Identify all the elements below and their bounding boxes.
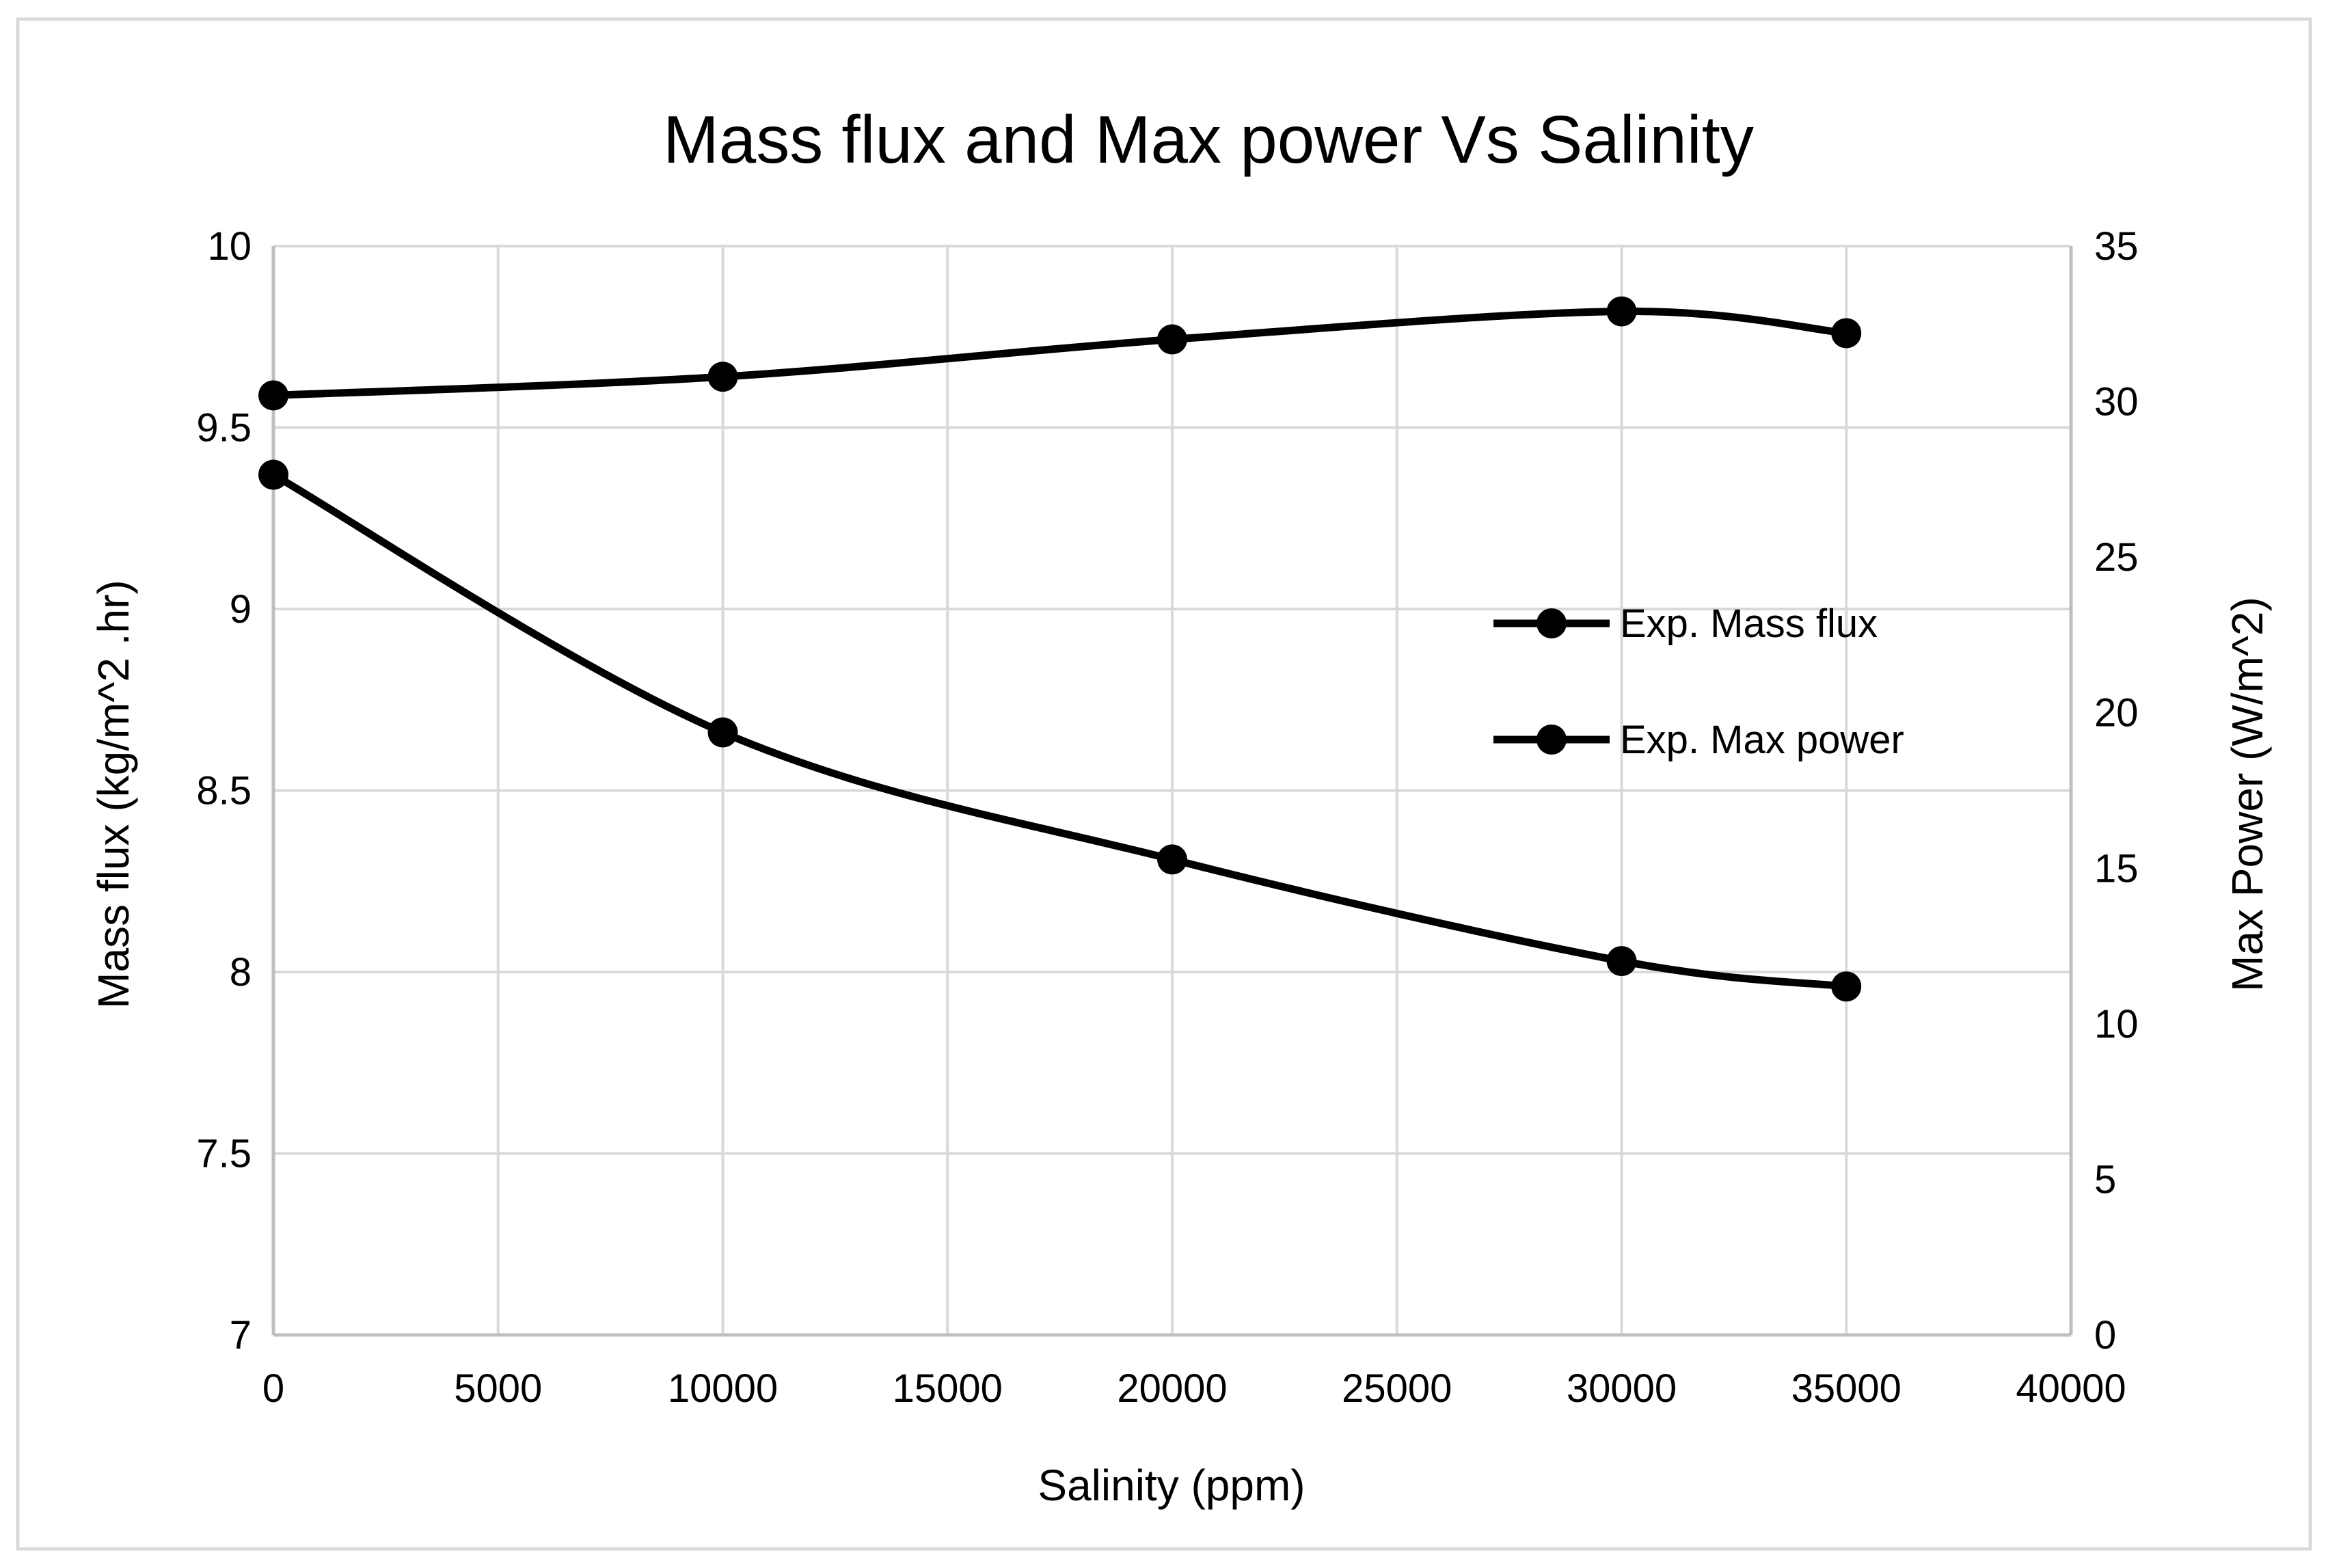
legend-marker-mass-flux	[1537, 608, 1567, 638]
series-max-power	[258, 296, 1862, 411]
y2-tick-label: 10	[2094, 1002, 2139, 1046]
legend-item-mass-flux[interactable]: Exp. Mass flux	[1493, 601, 1878, 646]
data-point	[1831, 318, 1862, 349]
chart-border	[16, 17, 2312, 1551]
y2-tick-label: 30	[2094, 380, 2139, 424]
y-tick-label: 9.5	[196, 406, 252, 450]
legend: Exp. Mass flux Exp. Max power	[1493, 601, 1904, 762]
x-tick-label: 15000	[893, 1366, 1003, 1411]
x-tick-label: 0	[262, 1366, 284, 1411]
data-point	[258, 380, 288, 411]
legend-item-max-power[interactable]: Exp. Max power	[1493, 718, 1904, 762]
x-tick-label: 5000	[454, 1366, 542, 1411]
y-tick-label: 7.5	[196, 1132, 252, 1176]
y2-tick-label: 20	[2094, 691, 2139, 735]
y2-tick-label: 25	[2094, 535, 2139, 580]
data-point	[707, 717, 738, 748]
y2-tick-label: 0	[2094, 1313, 2116, 1357]
x-tick-label: 10000	[668, 1366, 778, 1411]
series-mass-flux	[258, 459, 1862, 1002]
series-line	[269, 308, 1850, 399]
y2-tick-label: 35	[2094, 224, 2139, 269]
x-tick-label: 25000	[1342, 1366, 1452, 1411]
data-point	[258, 459, 288, 490]
y-tick-label: 9	[230, 587, 252, 632]
y2-axis-label: Max Power (W/m^2)	[2223, 597, 2272, 992]
x-tick-label: 20000	[1117, 1366, 1227, 1411]
tick-labels: 7 7.5 8 8.5 9 9.5 10 0 5 10 15 20 25 30 35 0 5000 10000 15…	[196, 224, 2138, 1411]
y2-tick-label: 5	[2094, 1157, 2116, 1202]
y-tick-label: 10	[207, 224, 252, 269]
data-point	[1606, 296, 1637, 327]
legend-label-max-power: Exp. Max power	[1620, 718, 1904, 762]
y2-tick-label: 15	[2094, 846, 2139, 891]
data-point	[1157, 844, 1187, 875]
y-tick-label: 8	[230, 950, 252, 995]
grid-layer	[273, 245, 2071, 1336]
y-tick-label: 7	[230, 1313, 252, 1357]
y-axis-label: Mass flux (kg/m^2 .hr)	[89, 580, 138, 1008]
series-line	[269, 471, 1850, 990]
series-layer	[258, 296, 1862, 1002]
legend-label-mass-flux: Exp. Mass flux	[1620, 601, 1878, 646]
legend-marker-max-power	[1537, 725, 1567, 755]
y-tick-label: 8.5	[196, 769, 252, 813]
x-axis-label: Salinity (ppm)	[1038, 1461, 1305, 1510]
data-point	[1157, 324, 1187, 355]
data-point	[1831, 971, 1862, 1002]
x-tick-label: 30000	[1567, 1366, 1677, 1411]
x-tick-label: 40000	[2016, 1366, 2126, 1411]
data-point	[1606, 946, 1637, 977]
chart-title: Mass flux and Max power Vs Salinity	[663, 102, 1754, 177]
axes-layer	[271, 246, 2073, 1337]
data-point	[707, 362, 738, 392]
x-tick-label: 35000	[1791, 1366, 1901, 1411]
